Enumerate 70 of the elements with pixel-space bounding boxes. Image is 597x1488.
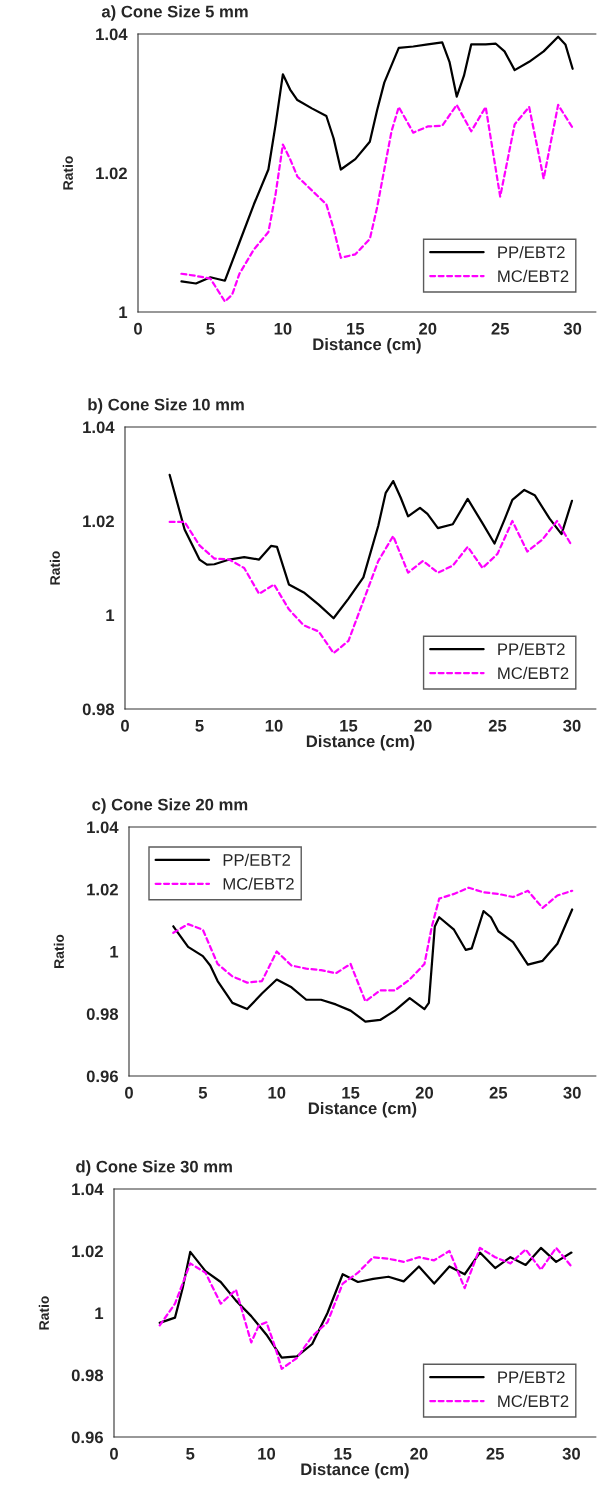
y-tick-label: 1.04 bbox=[72, 1183, 104, 1196]
x-tick-label: 25 bbox=[489, 1086, 508, 1099]
x-tick-label: 10 bbox=[268, 1086, 286, 1099]
y-tick-label: 1.02 bbox=[83, 515, 114, 528]
legend-label: PP/EBT2 bbox=[223, 853, 291, 866]
line-series bbox=[172, 908, 574, 1023]
x-tick-label: 15 bbox=[347, 323, 365, 335]
y-tick-label: 1.04 bbox=[87, 821, 119, 834]
x-tick-label: 5 bbox=[206, 323, 215, 335]
x-tick-label: 15 bbox=[340, 720, 358, 732]
x-tick-label: 20 bbox=[414, 719, 432, 732]
x-tick-label: 30 bbox=[562, 1447, 580, 1460]
y-tick-label: 1 bbox=[95, 1307, 104, 1320]
x-tick-label: 10 bbox=[265, 719, 283, 732]
x-axis-title: Distance (cm) bbox=[306, 734, 415, 751]
legend-label: PP/EBT2 bbox=[498, 245, 565, 259]
x-tick-label: 0 bbox=[121, 719, 129, 732]
x-tick-label: 20 bbox=[410, 1447, 428, 1460]
x-tick-label: 25 bbox=[491, 322, 509, 335]
line-series bbox=[180, 35, 574, 285]
y-axis-title: Ratio bbox=[49, 551, 60, 585]
y-tick-label: 0.96 bbox=[71, 1431, 103, 1444]
x-tick-label: 25 bbox=[488, 719, 507, 732]
y-axis-title: Ratio bbox=[38, 1296, 49, 1330]
legend-label: MC/EBT2 bbox=[498, 666, 569, 680]
y-tick-label: 1.04 bbox=[83, 421, 115, 434]
y-tick-label: 1.02 bbox=[87, 883, 118, 896]
chart-title: c) Cone Size 20 mm bbox=[92, 798, 248, 814]
line-series bbox=[168, 473, 574, 620]
y-tick-label: 0.98 bbox=[86, 1008, 119, 1020]
x-axis-title: Distance (cm) bbox=[308, 1101, 417, 1118]
line-series bbox=[168, 519, 574, 655]
x-tick-label: 30 bbox=[563, 322, 582, 335]
x-tick-label: 5 bbox=[186, 1448, 195, 1460]
x-tick-label: 0 bbox=[134, 322, 142, 335]
legend-label: MC/EBT2 bbox=[498, 1394, 569, 1408]
line-series bbox=[180, 103, 574, 303]
chart-title: b) Cone Size 10 mm bbox=[88, 398, 244, 414]
chart-title: a) Cone Size 5 mm bbox=[101, 5, 248, 21]
x-tick-label: 0 bbox=[110, 1447, 118, 1460]
x-tick-label: 15 bbox=[334, 1448, 352, 1460]
x-tick-label: 25 bbox=[486, 1447, 504, 1460]
y-tick-label: 1 bbox=[110, 946, 119, 958]
y-tick-label: 1.02 bbox=[96, 167, 127, 180]
x-tick-label: 10 bbox=[274, 322, 292, 335]
chart-title: d) Cone Size 30 mm bbox=[76, 1160, 232, 1176]
y-tick-label: 0.96 bbox=[86, 1070, 118, 1083]
y-axis-title: Ratio bbox=[62, 156, 73, 190]
legend-label: MC/EBT2 bbox=[498, 269, 569, 283]
x-tick-label: 10 bbox=[258, 1447, 276, 1460]
x-axis-title: Distance (cm) bbox=[313, 337, 421, 354]
y-tick-label: 1.04 bbox=[96, 28, 128, 41]
x-tick-label: 5 bbox=[198, 1087, 208, 1099]
x-tick-label: 20 bbox=[415, 1086, 434, 1099]
x-tick-label: 20 bbox=[419, 322, 437, 335]
x-tick-label: 30 bbox=[563, 1086, 581, 1099]
x-tick-label: 5 bbox=[195, 720, 204, 732]
x-tick-label: 0 bbox=[125, 1086, 133, 1099]
y-axis-title: Ratio bbox=[53, 934, 64, 968]
x-tick-label: 30 bbox=[563, 719, 581, 732]
y-tick-label: 1 bbox=[119, 306, 128, 319]
y-tick-label: 0.98 bbox=[82, 703, 115, 716]
legend-label: MC/EBT2 bbox=[223, 877, 294, 890]
x-tick-label: 15 bbox=[342, 1087, 360, 1099]
legend-label: PP/EBT2 bbox=[498, 1370, 565, 1384]
y-tick-label: 0.98 bbox=[71, 1369, 104, 1382]
y-tick-label: 1 bbox=[106, 609, 115, 622]
legend-label: PP/EBT2 bbox=[498, 642, 565, 656]
x-axis-title: Distance (cm) bbox=[301, 1462, 409, 1479]
y-tick-label: 1.02 bbox=[72, 1245, 103, 1258]
